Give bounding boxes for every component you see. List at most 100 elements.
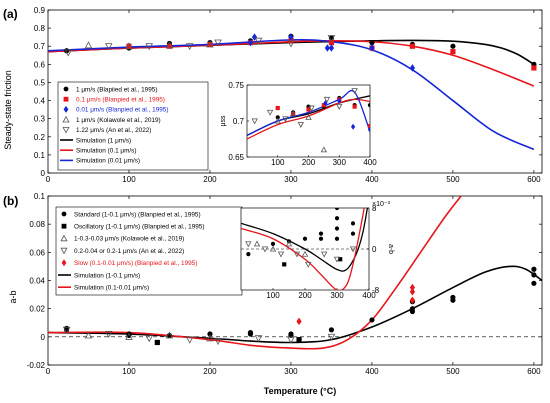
panel-b-inset-point-0: [246, 252, 251, 257]
panel-b-inset-point-3: [261, 246, 269, 253]
panel-b-inset-point-3: [349, 246, 357, 253]
panel-a-xtick-label: 500: [446, 175, 460, 184]
panel-a-data-point-1: [531, 65, 537, 71]
panel-b-legend-entry: 0.2-0.04 or 0.2-1 μm/s (An et al., 2022): [74, 248, 184, 255]
panel-a-inset-point-2: [367, 126, 370, 133]
panel-b-inset-point-0: [270, 241, 276, 246]
panel-b-inset-ytick-label: 8: [372, 204, 377, 213]
panel-a-data-point-4: [327, 35, 336, 43]
panel-a-ytick-label: 0.6: [34, 60, 46, 69]
panel-a-ytick-label: 0.1: [34, 151, 46, 160]
panel-b-inset-point-3: [277, 251, 285, 258]
panel-a-data-point-4: [64, 49, 73, 57]
panel-a-axes-frame: [47, 9, 543, 174]
panel-b-data-point-0: [328, 327, 335, 333]
panel-a-legend-handle-marker: [63, 96, 69, 102]
panel-a-legend-entry: Simulation (0.1 μm/s): [76, 148, 137, 155]
panel-a-legend-handle-marker: [62, 115, 70, 123]
panel-a-plot-area: [48, 33, 537, 151]
panel-b-data-point-1: [154, 339, 160, 346]
panel-a-legend-entry: 1.22 μm/s (An et al., 2022): [76, 127, 151, 134]
panel-b-data-point-0: [531, 266, 537, 272]
panel-a-xtick-label: 600: [527, 175, 541, 184]
panel-a-ytick-label: 0.8: [34, 24, 46, 33]
panel-b-inset-xtick-label: 200: [298, 291, 312, 300]
panel-a-data-point-3: [84, 41, 93, 49]
panel-a-series-line-6: [48, 39, 535, 87]
panel-b-xtick-label: 100: [122, 367, 136, 376]
panel-a-data-point-2: [324, 44, 330, 52]
panel-a-data-point-1: [207, 41, 213, 48]
panel-b-inset-point-0: [334, 226, 340, 231]
panel-a-data-point-0: [450, 43, 456, 49]
panel-b-label: (b): [3, 194, 18, 208]
panel-a-ytick-label: 0.3: [34, 115, 46, 124]
panel-a-inset-xtick-label: 100: [271, 158, 285, 167]
panel-a-inset-point-4: [282, 116, 289, 123]
panel-b-ytick-label: 0.04: [29, 277, 45, 286]
panel-b-inset-point-3: [333, 256, 341, 263]
panel-b-inset-point-0: [318, 231, 324, 236]
panel-b-xtick-label: 600: [527, 367, 541, 376]
panel-b-inset-point-3: [321, 251, 328, 258]
panel-b-ytick-label: -0.02: [27, 361, 46, 370]
panel-a-inset-point-4: [251, 118, 258, 125]
panel-b-data-point-4: [409, 296, 416, 304]
panel-a-data-point-0: [64, 48, 70, 54]
panel-b-xtick-label: 500: [446, 367, 460, 376]
panel-b-inset-point-3: [245, 241, 252, 248]
panel-a-data-point-4: [287, 40, 295, 48]
panel-a-data-point-4: [185, 43, 194, 51]
panel-a-inset-point-4: [323, 96, 331, 103]
panel-b-series-line-6: [48, 196, 462, 350]
panel-b-inset-xtick-label: 400: [362, 291, 376, 300]
panel-a-data-point-2: [328, 44, 335, 52]
panel-b-inset-point-2: [269, 245, 277, 252]
panel-a: (a) Steady-state friction 0 100 200 300 400 5…: [3, 6, 543, 184]
panel-b-data-point-3: [254, 335, 263, 343]
panel-a-data-point-3: [165, 41, 174, 49]
panel-a-legend-entry: 1 μm/s (Kolawole et al., 2019): [76, 117, 161, 124]
panel-b-data-point-3: [62, 326, 71, 334]
panel-b-data-point-4: [409, 287, 416, 296]
panel-b-data-point-2: [206, 334, 214, 342]
panel-b-data-point-0: [531, 272, 537, 278]
panel-a-ytick-label: 0.9: [34, 6, 46, 15]
panel-b: (b) a-b Temperature (°C) 0 100 200 300 400 50…: [3, 192, 543, 396]
panel-a-inset-line-1: [247, 98, 370, 140]
panel-a-inset-point-1: [367, 123, 370, 129]
panel-b-data-point-0: [247, 331, 254, 337]
panel-b-legend-entry: Simulation (0.1-0.01 μm/s): [74, 285, 149, 292]
panel-b-ytick-label: 0.1: [34, 192, 46, 201]
panel-a-data-point-4: [214, 39, 222, 47]
panel-b-legend-handle-marker: [60, 247, 68, 255]
panel-b-ytick-label: 0.08: [29, 220, 45, 229]
panel-a-ytick-label: 0.2: [34, 133, 46, 142]
panel-b-xtick-label: 0: [46, 367, 51, 376]
panel-b-inset-point-2: [253, 240, 261, 247]
panel-b-inset-point-0: [334, 236, 340, 241]
panel-b-inset-point-2: [301, 250, 309, 257]
panel-a-legend-handle-marker: [62, 127, 70, 134]
panel-a-inset-ytick-label: 0.7: [233, 117, 245, 126]
panel-b-data-point-0: [369, 317, 375, 323]
panel-a-ytick-label: 0: [41, 169, 46, 178]
panel-b-ylabel: a-b: [8, 290, 18, 303]
panel-a-label: (a): [3, 7, 18, 21]
panel-a-data-point-2: [251, 33, 258, 41]
panel-a-series-line-7: [48, 38, 535, 151]
panel-a-legend-entry: Simulation (0.01 μm/s): [76, 158, 140, 165]
panel-b-ytick-label: 0.06: [29, 248, 45, 257]
panel-a-data-point-1: [450, 49, 456, 55]
panel-b-inset-line-1: [241, 208, 365, 290]
panel-b-legend-entry: Oscillatory (1-0.1 μm/s) (Blanpied et al…: [74, 224, 204, 231]
panel-a-inset-point-3: [320, 146, 328, 153]
panel-b-data-point-4: [296, 317, 302, 326]
panel-a-inset-point-2: [323, 99, 328, 107]
panel-a-data-point-1: [126, 43, 132, 49]
panel-a-legend-entry: 1 μm/s (Blapiied et al., 1995): [76, 86, 157, 93]
panel-a-inset-point-4: [351, 88, 358, 95]
panel-b-data-point-3: [287, 336, 295, 344]
panel-a-ytick-label: 0.5: [34, 78, 46, 87]
